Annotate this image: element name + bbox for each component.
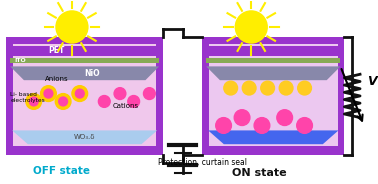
Text: WO₃.δ: WO₃.δ <box>74 134 95 140</box>
Text: NiO: NiO <box>85 69 100 78</box>
Circle shape <box>114 88 126 100</box>
FancyBboxPatch shape <box>206 58 341 63</box>
Text: Anions: Anions <box>45 76 69 82</box>
Circle shape <box>72 86 88 101</box>
Text: Cations: Cations <box>113 103 139 109</box>
Circle shape <box>55 10 88 44</box>
Circle shape <box>298 81 311 95</box>
Circle shape <box>254 118 270 133</box>
Polygon shape <box>206 66 341 80</box>
Text: V: V <box>367 75 376 88</box>
Circle shape <box>26 94 42 109</box>
Text: Protection, curtain seal: Protection, curtain seal <box>158 158 247 167</box>
Polygon shape <box>12 130 157 144</box>
Circle shape <box>297 118 312 133</box>
Polygon shape <box>208 130 338 144</box>
FancyBboxPatch shape <box>202 146 344 155</box>
Polygon shape <box>10 66 159 80</box>
FancyBboxPatch shape <box>10 58 159 63</box>
Circle shape <box>234 110 250 125</box>
Circle shape <box>277 110 293 125</box>
Text: ON state: ON state <box>232 168 287 178</box>
Circle shape <box>55 94 71 109</box>
Text: OFF state: OFF state <box>33 166 90 176</box>
Circle shape <box>44 89 53 98</box>
Circle shape <box>40 86 56 101</box>
Circle shape <box>224 81 237 95</box>
Text: Li- based
electrolytes: Li- based electrolytes <box>10 92 45 103</box>
Circle shape <box>128 95 139 107</box>
Circle shape <box>98 95 110 107</box>
FancyBboxPatch shape <box>13 44 156 148</box>
FancyBboxPatch shape <box>202 46 344 56</box>
FancyBboxPatch shape <box>202 37 344 155</box>
Circle shape <box>29 97 38 106</box>
FancyBboxPatch shape <box>206 146 341 152</box>
Text: ITO: ITO <box>14 58 26 63</box>
Circle shape <box>144 88 155 100</box>
Text: PET: PET <box>48 46 65 55</box>
Circle shape <box>59 97 68 106</box>
Circle shape <box>216 118 231 133</box>
Circle shape <box>235 10 268 44</box>
Circle shape <box>242 81 256 95</box>
FancyBboxPatch shape <box>209 44 338 148</box>
FancyBboxPatch shape <box>6 146 163 155</box>
Circle shape <box>261 81 274 95</box>
Circle shape <box>75 89 84 98</box>
Circle shape <box>279 81 293 95</box>
FancyBboxPatch shape <box>10 146 159 152</box>
FancyBboxPatch shape <box>6 37 163 155</box>
FancyBboxPatch shape <box>6 46 163 56</box>
